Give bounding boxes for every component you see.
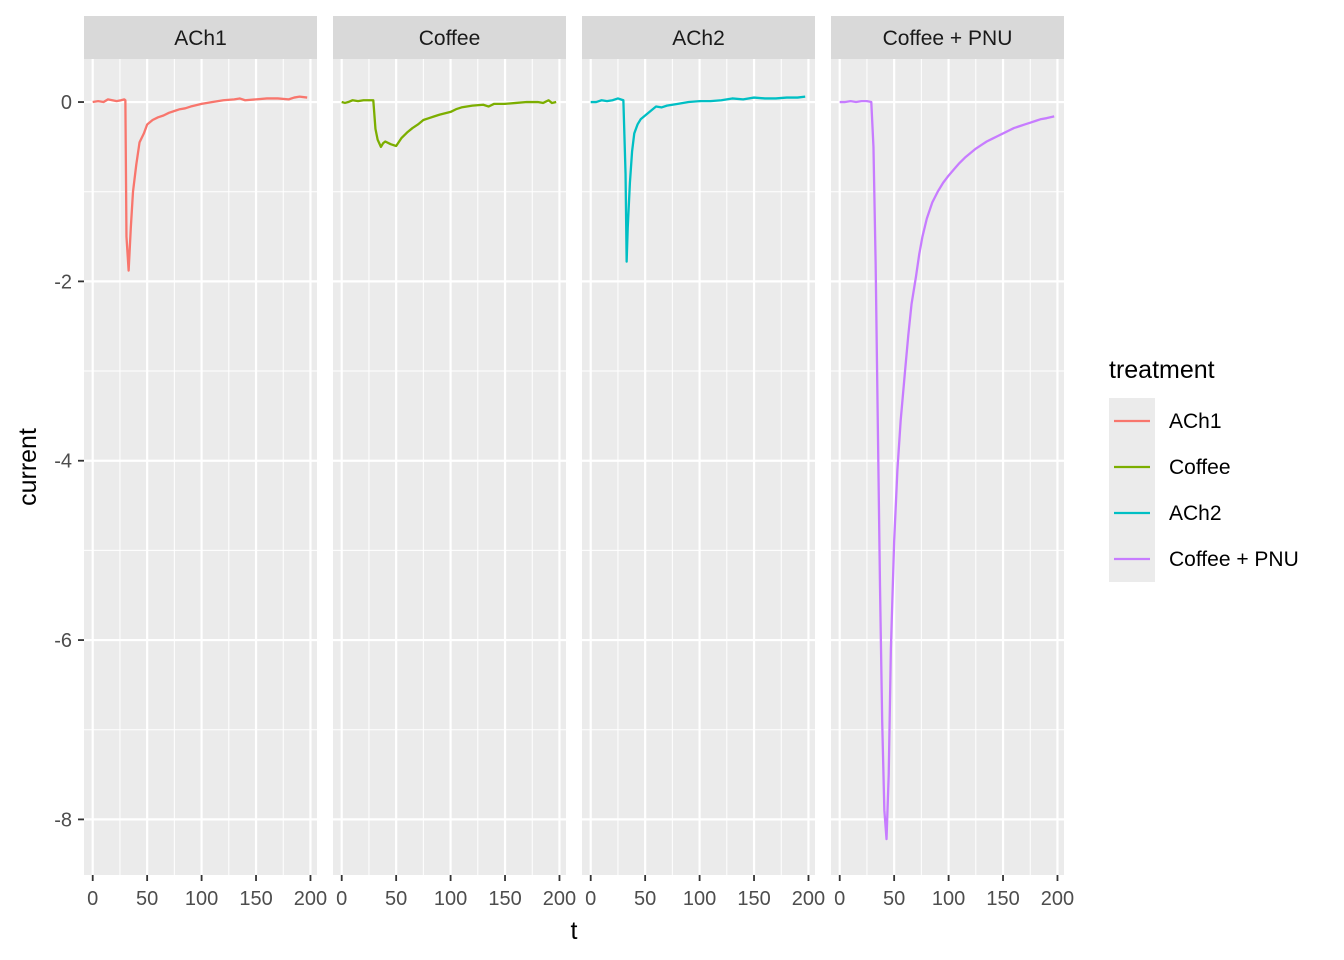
x-tick-label: 200 bbox=[1041, 888, 1074, 910]
facet-strip-label: ACh1 bbox=[174, 27, 227, 50]
x-tick-label: 150 bbox=[239, 888, 272, 910]
x-tick-label: 50 bbox=[385, 888, 407, 910]
legend-label: Coffee + PNU bbox=[1169, 548, 1299, 571]
y-tick-label: -2 bbox=[54, 271, 72, 293]
y-tick-label: -8 bbox=[54, 809, 72, 831]
x-tick-label: 150 bbox=[737, 888, 770, 910]
x-tick-label: 50 bbox=[634, 888, 656, 910]
x-tick-label: 100 bbox=[434, 888, 467, 910]
legend-items: ACh1 Coffee ACh2 Coffee + PNU bbox=[1114, 410, 1299, 571]
x-tick-label: 150 bbox=[986, 888, 1019, 910]
facet-strip bbox=[333, 16, 566, 59]
x-tick-label: 100 bbox=[932, 888, 965, 910]
x-tick-label: 200 bbox=[543, 888, 576, 910]
legend-label: ACh2 bbox=[1169, 502, 1222, 525]
facet-strip bbox=[831, 16, 1064, 59]
facet-coffee-pnu: Coffee + PNU 0 50 100 150 200 bbox=[831, 16, 1074, 910]
y-tick-label: 0 bbox=[61, 92, 72, 114]
x-tick-label: 150 bbox=[488, 888, 521, 910]
legend-item-ach1: ACh1 bbox=[1114, 410, 1222, 433]
facet-ach1: ACh1 0 50 100 150 200 bbox=[84, 16, 327, 910]
x-tick-label: 0 bbox=[834, 888, 845, 910]
facet-strip-label: Coffee + PNU bbox=[883, 27, 1013, 50]
x-tick-label: 0 bbox=[336, 888, 347, 910]
legend: treatment ACh1 Coffee ACh2 Coffee + PNU bbox=[1109, 356, 1299, 582]
facet-strip-label: Coffee bbox=[419, 27, 481, 50]
legend-key-background bbox=[1109, 398, 1155, 582]
legend-label: ACh1 bbox=[1169, 410, 1222, 433]
series-line-ach2 bbox=[590, 95, 806, 263]
x-axis-title: t bbox=[571, 917, 578, 945]
y-tick-label: -6 bbox=[54, 630, 72, 652]
facet-coffee: Coffee 0 50 100 150 200 bbox=[333, 16, 576, 910]
legend-label: Coffee bbox=[1169, 456, 1231, 479]
y-axis: 0 -2 -4 -6 -8 bbox=[54, 92, 84, 831]
x-tick-label: 100 bbox=[683, 888, 716, 910]
series-line-coffee bbox=[341, 99, 557, 149]
y-axis-title: current bbox=[14, 428, 42, 506]
x-tick-label: 200 bbox=[792, 888, 825, 910]
x-tick-label: 50 bbox=[136, 888, 158, 910]
facet-strip bbox=[84, 16, 317, 59]
legend-item-coffee-pnu: Coffee + PNU bbox=[1114, 548, 1299, 571]
facet-strip-label: ACh2 bbox=[672, 27, 725, 50]
x-tick-label: 50 bbox=[883, 888, 905, 910]
x-tick-label: 200 bbox=[294, 888, 327, 910]
legend-title: treatment bbox=[1109, 356, 1215, 384]
facet-ach2: ACh2 0 50 100 150 200 bbox=[582, 16, 825, 910]
facet-strip bbox=[582, 16, 815, 59]
series-line-ach1 bbox=[92, 95, 308, 272]
y-tick-label: -4 bbox=[54, 451, 72, 473]
legend-item-coffee: Coffee bbox=[1114, 456, 1231, 479]
x-tick-label: 100 bbox=[185, 888, 218, 910]
legend-item-ach2: ACh2 bbox=[1114, 502, 1222, 525]
x-tick-label: 0 bbox=[87, 888, 98, 910]
facet-panels: ACh1 0 50 100 150 200 Coffee 0 50 100 150 200 ACh2 0 5… bbox=[84, 16, 1074, 910]
series-line-coffee-pnu bbox=[839, 100, 1055, 841]
x-tick-label: 0 bbox=[585, 888, 596, 910]
